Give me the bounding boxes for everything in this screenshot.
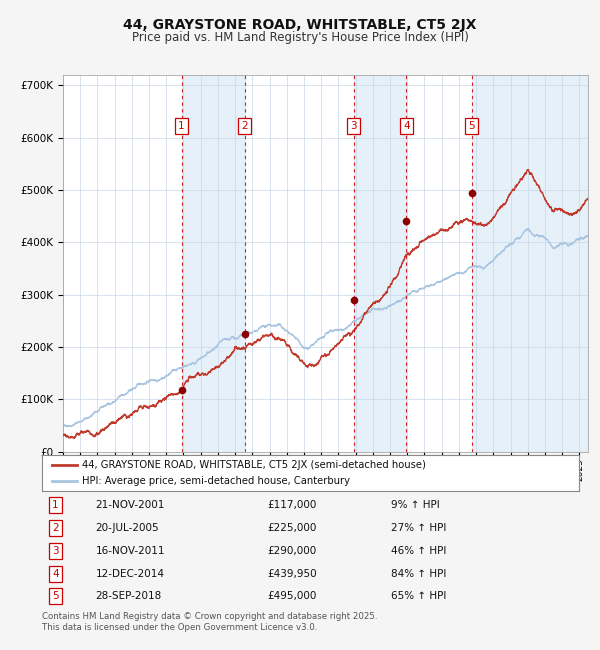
Bar (472, 75, 588, 452)
Text: 2: 2 (52, 523, 59, 533)
Text: 84% ↑ HPI: 84% ↑ HPI (391, 569, 446, 578)
Text: 21-NOV-2001: 21-NOV-2001 (96, 500, 165, 510)
Text: Contains HM Land Registry data © Crown copyright and database right 2025.
This d: Contains HM Land Registry data © Crown c… (42, 612, 377, 632)
Text: HPI: Average price, semi-detached house, Canterbury: HPI: Average price, semi-detached house,… (82, 476, 350, 486)
Text: 3: 3 (52, 546, 59, 556)
Text: 28-SEP-2018: 28-SEP-2018 (96, 592, 162, 601)
Text: 3: 3 (350, 121, 357, 131)
Text: 20-JUL-2005: 20-JUL-2005 (96, 523, 160, 533)
Text: 5: 5 (52, 592, 59, 601)
Text: 5: 5 (469, 121, 475, 131)
Bar (182, 75, 245, 452)
Text: £439,950: £439,950 (268, 569, 317, 578)
Text: 2: 2 (241, 121, 248, 131)
Text: 46% ↑ HPI: 46% ↑ HPI (391, 546, 446, 556)
Text: 65% ↑ HPI: 65% ↑ HPI (391, 592, 446, 601)
Text: 16-NOV-2011: 16-NOV-2011 (96, 546, 165, 556)
Text: 1: 1 (52, 500, 59, 510)
Text: 44, GRAYSTONE ROAD, WHITSTABLE, CT5 2JX (semi-detached house): 44, GRAYSTONE ROAD, WHITSTABLE, CT5 2JX … (82, 460, 426, 470)
Text: 1: 1 (178, 121, 185, 131)
Text: £225,000: £225,000 (268, 523, 317, 533)
Text: £290,000: £290,000 (268, 546, 317, 556)
Text: Price paid vs. HM Land Registry's House Price Index (HPI): Price paid vs. HM Land Registry's House … (131, 31, 469, 44)
Text: £495,000: £495,000 (268, 592, 317, 601)
Text: 9% ↑ HPI: 9% ↑ HPI (391, 500, 440, 510)
Text: 4: 4 (52, 569, 59, 578)
Bar (353, 75, 406, 452)
Text: £117,000: £117,000 (268, 500, 317, 510)
Text: 12-DEC-2014: 12-DEC-2014 (96, 569, 164, 578)
Text: 27% ↑ HPI: 27% ↑ HPI (391, 523, 446, 533)
Text: 4: 4 (403, 121, 410, 131)
Text: 44, GRAYSTONE ROAD, WHITSTABLE, CT5 2JX: 44, GRAYSTONE ROAD, WHITSTABLE, CT5 2JX (123, 18, 477, 32)
